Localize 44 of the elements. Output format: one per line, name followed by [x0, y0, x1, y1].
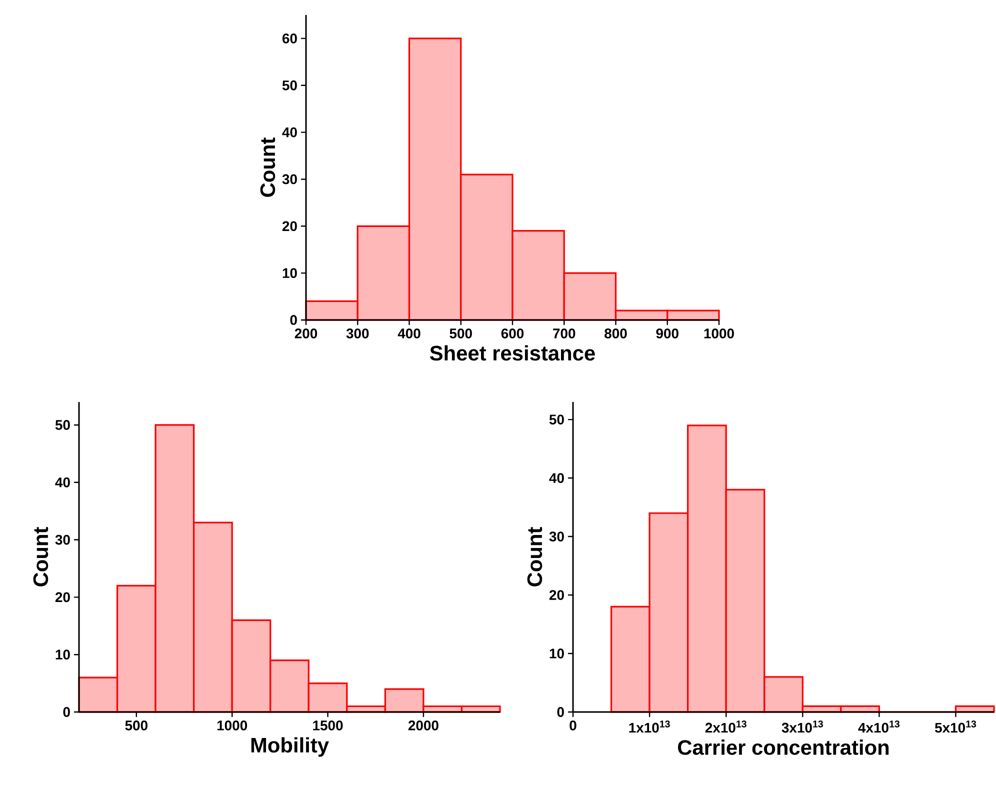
y-tick-label: 20	[549, 590, 564, 600]
y-tick-label: 30	[282, 174, 297, 184]
y-tick-label: 20	[55, 592, 70, 602]
x-tick-label: 5x10$^{13}$	[934, 720, 976, 733]
y-tick-label: 50	[549, 414, 564, 424]
x-axis-title: Mobility	[251, 737, 329, 757]
y-tick-label: 40	[55, 477, 70, 488]
x-tick-label: 800	[604, 328, 627, 338]
x-tick-label: 3x10$^{13}$	[782, 720, 823, 733]
x-tick-label: 2000	[408, 720, 438, 730]
x-tick-label: 200	[294, 328, 318, 338]
y-tick-label: 40	[282, 127, 297, 138]
x-tick-label: 500	[450, 328, 472, 338]
y-axis-title: Count	[527, 527, 542, 586]
y-tick-label: 40	[549, 473, 564, 483]
x-tick-label: 2x10$^{13}$	[705, 720, 746, 733]
x-tick-label: 1000	[217, 720, 248, 730]
y-tick-label: 60	[282, 34, 297, 44]
x-tick-label: 400	[398, 328, 420, 338]
y-tick-label: 30	[55, 534, 70, 545]
x-tick-label: 900	[656, 328, 678, 338]
x-tick-label: 1x10$^{13}$	[629, 720, 670, 733]
x-tick-label: 1500	[313, 720, 343, 730]
y-tick-label: 0	[290, 315, 297, 325]
x-tick-label: 1000	[704, 328, 734, 338]
x-tick-label: 4x10$^{13}$	[858, 720, 900, 733]
x-tick-label: 0	[570, 720, 576, 730]
y-tick-label: 20	[282, 221, 297, 232]
y-axis-title: Count	[260, 138, 276, 197]
y-tick-label: 0	[557, 707, 564, 717]
y-tick-label: 30	[549, 532, 564, 542]
y-tick-label: 10	[56, 650, 70, 660]
y-axis-title: Count	[33, 527, 48, 586]
x-tick-label: 500	[125, 720, 148, 730]
y-tick-label: 10	[550, 648, 564, 658]
x-axis-title: Carrier concentration	[678, 740, 889, 755]
y-tick-label: 50	[55, 420, 70, 430]
x-axis-title: Sheet resistance	[430, 345, 595, 361]
y-tick-label: 10	[282, 268, 297, 278]
x-tick-label: 300	[346, 328, 369, 338]
x-tick-label: 700	[553, 328, 576, 338]
x-tick-label: 600	[501, 328, 524, 338]
y-tick-label: 50	[282, 80, 297, 90]
y-tick-label: 0	[63, 707, 70, 717]
